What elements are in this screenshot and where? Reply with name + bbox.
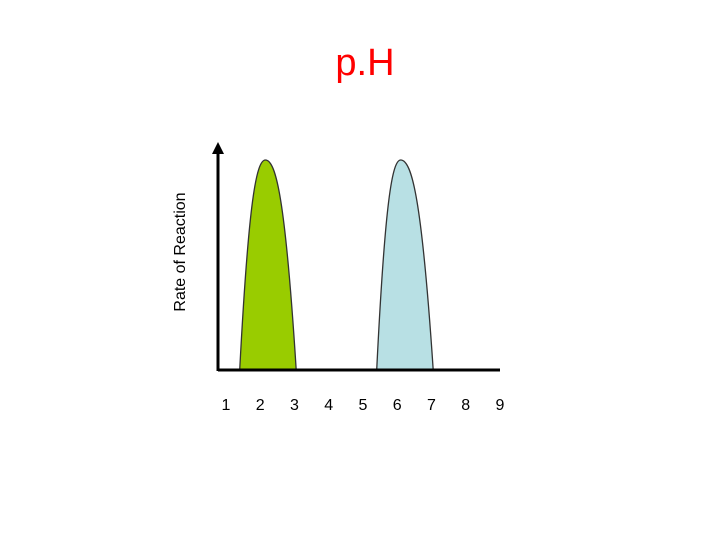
- x-tick-label: 5: [359, 397, 368, 414]
- x-tick-label: 9: [496, 397, 505, 414]
- chart-title: p.H: [335, 42, 395, 84]
- x-tick-label: 7: [427, 397, 436, 414]
- series-1-area: [239, 159, 297, 371]
- x-tick-label: 6: [393, 397, 402, 414]
- x-tick-label: 1: [222, 397, 231, 414]
- y-axis-arrow: [212, 142, 224, 154]
- series-2-area: [376, 159, 434, 371]
- x-tick-label: 3: [290, 397, 299, 414]
- x-tick-label: 8: [461, 397, 470, 414]
- x-tick-label: 2: [256, 397, 265, 414]
- x-tick-label: 4: [324, 397, 333, 414]
